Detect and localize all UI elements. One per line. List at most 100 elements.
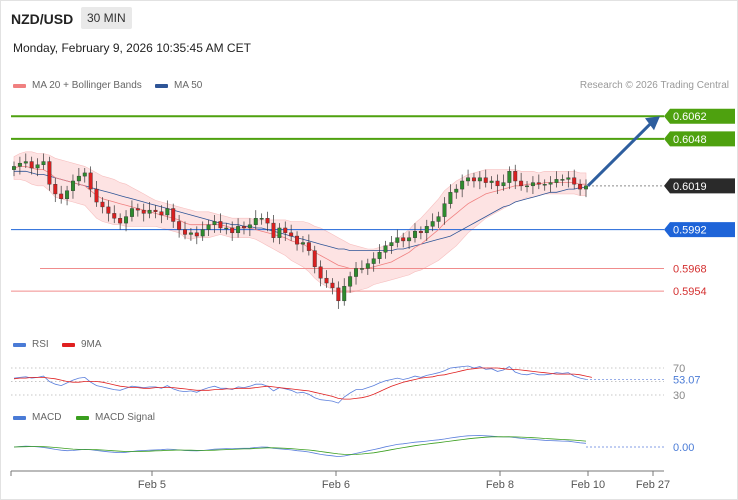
candle-body [418, 230, 423, 234]
candle [536, 174, 541, 190]
candle [171, 203, 176, 228]
candle [483, 169, 488, 188]
candle [147, 202, 152, 219]
candle [572, 169, 577, 190]
candle-body [413, 230, 417, 238]
candle-body [401, 237, 406, 242]
candle [82, 168, 87, 183]
candle [29, 156, 34, 175]
candle-body [466, 177, 471, 182]
candle [348, 271, 353, 293]
level-tag-bg [664, 131, 735, 147]
candle [507, 166, 512, 190]
candle [141, 203, 146, 222]
candle-body [495, 180, 500, 187]
candle-body [306, 242, 311, 251]
candle-body [501, 182, 506, 187]
rsi-last-label: 53.07 [673, 374, 701, 386]
level-label-0-5968: 0.5968 [673, 263, 707, 275]
candle-body [318, 266, 323, 279]
macd-panel: 0.00 [13, 435, 694, 458]
candle-body [230, 227, 235, 234]
macd-line [13, 435, 587, 458]
time-axis: Feb 5 Feb 6 Feb 8 Feb 10 Feb 27 [10, 470, 670, 491]
legend-label-ma20: MA 20 + Bollinger Bands [32, 80, 142, 91]
candle-body [330, 282, 335, 289]
legend-swatch-macd-signal [76, 415, 89, 420]
candle-body [566, 177, 571, 180]
candle-body [312, 250, 317, 268]
candle [94, 180, 99, 207]
candle-body [106, 206, 111, 214]
candle [489, 176, 494, 190]
candle-body [242, 226, 246, 229]
candle [418, 226, 423, 240]
candle-body [477, 177, 482, 182]
candle-body [519, 180, 524, 187]
candle-body [507, 171, 512, 183]
candle-body [383, 245, 388, 253]
candle [413, 223, 417, 243]
time-axis-label: Feb 5 [138, 479, 166, 491]
legend-label-ma50: MA 50 [174, 80, 203, 91]
candle [300, 236, 305, 253]
candle-body [489, 180, 494, 183]
candle [401, 232, 406, 248]
candle-body [183, 229, 187, 235]
legend-ma50: MA 50 [155, 80, 202, 91]
candle-body [424, 226, 429, 234]
candle-body [23, 161, 28, 164]
candle-body [194, 232, 199, 237]
candle [359, 260, 364, 274]
candle [312, 245, 317, 274]
candle-body [442, 203, 447, 217]
candle-body [513, 171, 518, 182]
candle [548, 176, 553, 193]
candle-body [548, 182, 553, 185]
candle-body [265, 218, 270, 224]
candle-body [171, 208, 176, 222]
macd-signal-line [13, 436, 587, 455]
legend-swatch-macd [13, 415, 26, 420]
candle-body [578, 184, 583, 190]
candle [230, 221, 235, 241]
candle-body [200, 229, 205, 237]
candle-body [65, 190, 70, 200]
macd-zero-label: 0.00 [673, 442, 694, 454]
candle-body [542, 184, 547, 186]
candle-body [218, 221, 223, 229]
level-tag-0-6048: 0.6048 [664, 131, 735, 147]
candle-body [448, 192, 453, 204]
legend-macd-signal: MACD Signal [76, 412, 155, 423]
candle [407, 231, 412, 250]
candle-body [525, 185, 529, 188]
candle [159, 205, 164, 224]
candle-body [100, 201, 105, 208]
candle-body [359, 268, 364, 270]
candle [165, 200, 170, 220]
candle [253, 210, 258, 230]
candle-body [224, 227, 229, 230]
candle-body [118, 218, 123, 224]
legend-rsi: RSI [13, 339, 49, 350]
rsi-line [13, 365, 587, 404]
candle [118, 213, 123, 230]
candle-body [112, 213, 117, 219]
candle-body [460, 180, 465, 190]
candle [35, 158, 40, 177]
candle-body [530, 182, 535, 187]
candle [206, 219, 211, 237]
candle [59, 185, 64, 204]
projection-arrow-head [645, 116, 660, 131]
candle-body [236, 226, 241, 234]
timeframe-button[interactable]: 30 MIN [81, 7, 132, 29]
bollinger-band [13, 151, 587, 293]
candle [389, 236, 394, 254]
legend-label-macd-signal: MACD Signal [95, 412, 156, 423]
candle-body [12, 166, 16, 170]
candle [65, 185, 70, 206]
candle [519, 172, 524, 191]
candle-body [88, 172, 93, 190]
candle [365, 258, 370, 275]
candle [88, 166, 93, 198]
